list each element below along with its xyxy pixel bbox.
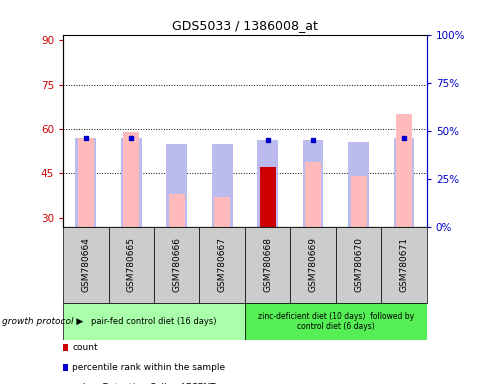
Bar [77,138,93,227]
Bar [257,140,277,227]
Text: GSM780665: GSM780665 [126,237,136,293]
Bar [350,176,366,227]
Bar [244,227,290,303]
Bar [76,138,96,227]
Bar [214,197,230,227]
Bar [199,227,244,303]
Title: GDS5033 / 1386008_at: GDS5033 / 1386008_at [172,19,317,32]
Bar [259,167,275,227]
Text: GSM780666: GSM780666 [172,237,181,293]
Text: GSM780664: GSM780664 [81,238,90,292]
Bar [244,303,426,340]
Text: GSM780670: GSM780670 [353,237,363,293]
Text: count: count [72,343,98,352]
Text: GSM780671: GSM780671 [399,237,408,293]
Bar [380,227,426,303]
Bar [121,138,141,227]
Bar [393,138,413,227]
Bar [123,132,139,227]
Text: GSM780669: GSM780669 [308,237,317,293]
Text: percentile rank within the sample: percentile rank within the sample [72,363,225,372]
Text: value, Detection Call = ABSENT: value, Detection Call = ABSENT [72,383,215,384]
Bar [395,114,411,227]
Bar [63,227,108,303]
Text: GSM780667: GSM780667 [217,237,226,293]
Bar [335,227,380,303]
Bar [166,144,187,227]
Text: zinc-deficient diet (10 days)  followed by
control diet (6 days): zinc-deficient diet (10 days) followed b… [257,312,413,331]
Bar [212,144,232,227]
Text: growth protocol ▶: growth protocol ▶ [2,317,84,326]
Bar [63,303,244,340]
Bar [168,194,184,227]
Bar [108,227,153,303]
Bar [348,142,368,227]
Bar [302,140,323,227]
Text: GSM780668: GSM780668 [263,237,272,293]
Bar [290,227,335,303]
Text: pair-fed control diet (16 days): pair-fed control diet (16 days) [91,317,216,326]
Bar [304,162,320,227]
Bar [153,227,199,303]
